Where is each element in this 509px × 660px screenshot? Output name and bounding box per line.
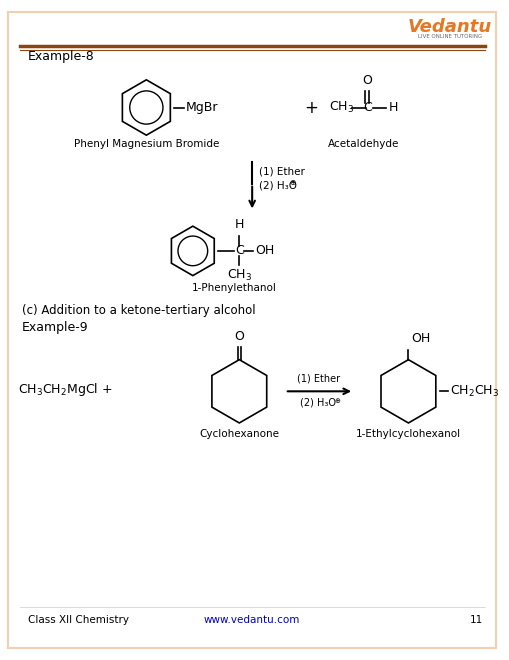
- Text: 11: 11: [469, 614, 483, 625]
- Text: LIVE ONLINE TUTORING: LIVE ONLINE TUTORING: [417, 34, 481, 39]
- Text: Example-9: Example-9: [22, 321, 88, 333]
- Text: CH$_3$: CH$_3$: [329, 100, 354, 115]
- Text: ⊕: ⊕: [333, 398, 340, 404]
- Text: O: O: [234, 330, 244, 343]
- Text: 1-Ethylcyclohexanol: 1-Ethylcyclohexanol: [355, 429, 460, 439]
- Text: Class XII Chemistry: Class XII Chemistry: [27, 614, 128, 625]
- Text: O: O: [361, 74, 371, 86]
- Text: CH$_2$CH$_3$: CH$_2$CH$_3$: [449, 383, 498, 399]
- Text: C: C: [235, 244, 243, 257]
- Text: +: +: [304, 98, 318, 117]
- Text: Example-8: Example-8: [27, 50, 94, 63]
- Text: ⊕: ⊕: [289, 178, 296, 187]
- Text: (1) Ether: (1) Ether: [259, 167, 304, 177]
- Text: H: H: [234, 218, 243, 231]
- Text: C: C: [363, 101, 372, 114]
- Text: Phenyl Magnesium Bromide: Phenyl Magnesium Bromide: [73, 139, 218, 149]
- Text: Vedantu: Vedantu: [407, 18, 491, 36]
- Text: OH: OH: [254, 244, 274, 257]
- Text: (c) Addition to a ketone-tertiary alcohol: (c) Addition to a ketone-tertiary alcoho…: [22, 304, 255, 317]
- Text: www.vedantu.com: www.vedantu.com: [204, 614, 300, 625]
- Text: OH: OH: [411, 332, 430, 345]
- Polygon shape: [8, 231, 128, 459]
- Text: H: H: [388, 101, 397, 114]
- FancyBboxPatch shape: [8, 12, 495, 648]
- Polygon shape: [375, 231, 495, 459]
- Text: (2) H₃O: (2) H₃O: [300, 397, 336, 407]
- Text: (1) Ether: (1) Ether: [296, 374, 340, 383]
- Text: Cyclohexanone: Cyclohexanone: [199, 429, 279, 439]
- Text: CH$_3$: CH$_3$: [227, 268, 251, 282]
- Text: 1-Phenylethanol: 1-Phenylethanol: [191, 283, 276, 294]
- Polygon shape: [405, 538, 495, 648]
- Polygon shape: [8, 538, 99, 648]
- Text: Acetaldehyde: Acetaldehyde: [328, 139, 399, 149]
- Text: MgBr: MgBr: [186, 101, 218, 114]
- Text: CH$_3$CH$_2$MgCl +: CH$_3$CH$_2$MgCl +: [18, 381, 112, 398]
- Text: (2) H₃O: (2) H₃O: [259, 181, 297, 191]
